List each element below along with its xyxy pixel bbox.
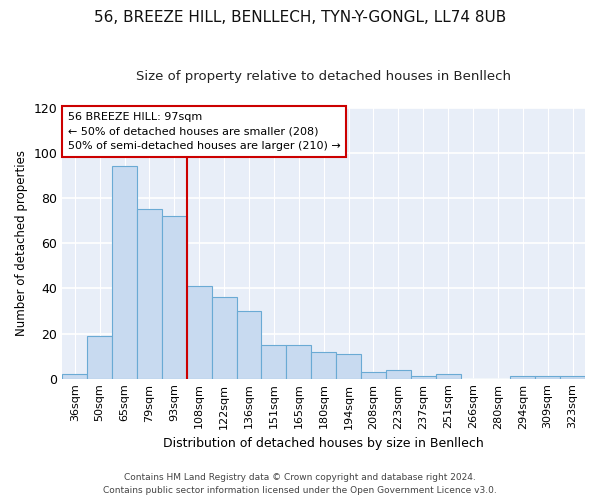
Text: 56 BREEZE HILL: 97sqm
← 50% of detached houses are smaller (208)
50% of semi-det: 56 BREEZE HILL: 97sqm ← 50% of detached …: [68, 112, 340, 152]
Bar: [112, 166, 137, 378]
X-axis label: Distribution of detached houses by size in Benllech: Distribution of detached houses by size …: [163, 437, 484, 450]
Bar: [411, 376, 436, 378]
Bar: [187, 286, 212, 378]
Y-axis label: Number of detached properties: Number of detached properties: [15, 150, 28, 336]
Bar: [137, 210, 162, 378]
Text: Contains HM Land Registry data © Crown copyright and database right 2024.
Contai: Contains HM Land Registry data © Crown c…: [103, 474, 497, 495]
Bar: [336, 354, 361, 378]
Text: 56, BREEZE HILL, BENLLECH, TYN-Y-GONGL, LL74 8UB: 56, BREEZE HILL, BENLLECH, TYN-Y-GONGL, …: [94, 10, 506, 25]
Bar: [62, 374, 87, 378]
Title: Size of property relative to detached houses in Benllech: Size of property relative to detached ho…: [136, 70, 511, 83]
Bar: [236, 311, 262, 378]
Bar: [560, 376, 585, 378]
Bar: [162, 216, 187, 378]
Bar: [212, 298, 236, 378]
Bar: [386, 370, 411, 378]
Bar: [511, 376, 535, 378]
Bar: [311, 352, 336, 378]
Bar: [535, 376, 560, 378]
Bar: [286, 345, 311, 378]
Bar: [436, 374, 461, 378]
Bar: [262, 345, 286, 378]
Bar: [361, 372, 386, 378]
Bar: [87, 336, 112, 378]
